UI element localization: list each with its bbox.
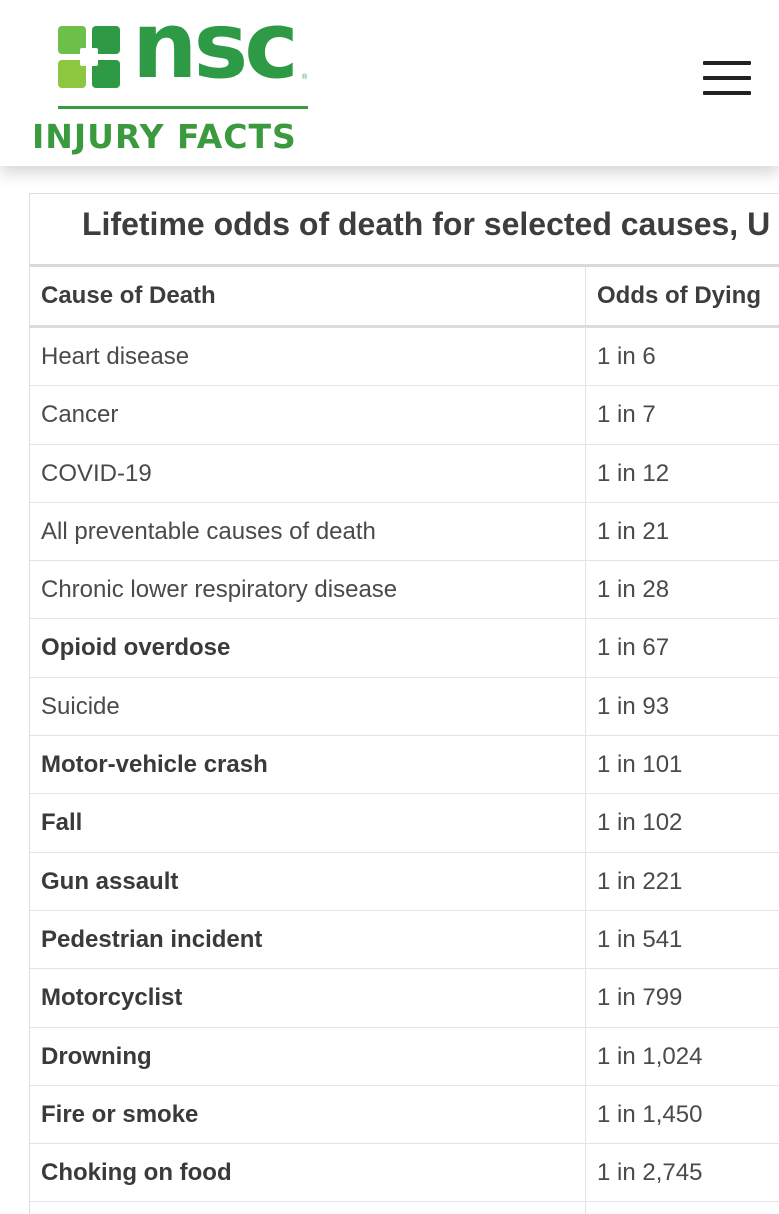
table-row: Fire or smoke 1 in 1,450 [30,1086,779,1145]
odds-cell: 1 in 7 [597,401,656,429]
odds-cell: 1 in 1,024 [597,1042,703,1070]
table-row: Fall 1 in 102 [30,794,779,853]
table-row: Cancer 1 in 7 [30,386,779,445]
odds-cell: 1 in 799 [597,984,683,1012]
odds-cell: 1 in 221 [597,867,683,895]
table-header-row: Cause of Death Odds of Dying [30,267,779,328]
odds-cell: 1 in 21 [597,517,670,545]
odds-cell: 1 in 1,450 [597,1100,703,1128]
table-row: Choking on food 1 in 2,745 [30,1144,779,1203]
cause-cell: Motor-vehicle crash [41,751,268,779]
table-row: Gun assault 1 in 221 [30,853,779,911]
cause-cell: Pedestrian incident [41,925,263,953]
column-header-odds: Odds of Dying [597,282,761,309]
cause-cell: Fire or smoke [41,1100,199,1128]
cause-cell: Fall [41,809,83,837]
odds-cell: 1 in 102 [597,809,683,837]
cause-cell: All preventable causes of death [41,517,376,545]
odds-cell: 1 in 67 [597,634,670,662]
cause-cell: Gun assault [41,867,179,895]
cause-cell: Suicide [41,692,120,720]
cause-cell: COVID-19 [41,459,152,487]
logo-wordmark: nsc [132,0,299,99]
cause-cell: Opioid overdose [41,634,231,662]
odds-table: Lifetime odds of death for selected caus… [29,193,779,1214]
table-row: Motor-vehicle crash 1 in 101 [30,736,779,795]
odds-cell: 1 in 12 [597,459,670,487]
cause-cell: Heart disease [41,343,190,370]
table-row: Pedestrian incident 1 in 541 [30,911,779,970]
odds-cell: 1 in 541 [597,925,683,953]
hamburger-icon[interactable] [703,61,751,97]
table-row: Heart disease 1 in 6 [30,328,779,387]
odds-cell: 1 in 28 [597,576,670,604]
table-row: Motorcyclist 1 in 799 [30,969,779,1028]
cause-cell: Chronic lower respiratory disease [41,576,398,604]
table-row: COVID-19 1 in 12 [30,445,779,503]
odds-cell: 1 in 101 [597,751,683,779]
odds-cell: 1 in 93 [597,692,670,720]
logo-divider [58,106,308,109]
cause-cell: Drowning [41,1042,152,1070]
table-title: Lifetime odds of death for selected caus… [82,206,771,242]
odds-cell: 1 in 2,745 [597,1159,703,1187]
table-body: Heart disease 1 in 6 Cancer 1 in 7 COVID-1… [30,328,779,1203]
table-row: Opioid overdose 1 in 67 [30,619,779,678]
table-row: Chronic lower respiratory disease 1 in 28 [30,561,779,620]
column-header-cause: Cause of Death [41,282,216,309]
cause-cell: Cancer [41,401,119,429]
logo-tagline: INJURY FACTS [32,117,297,156]
nsc-cross-icon [58,26,122,90]
title-divider [30,264,779,267]
site-header: nsc ® INJURY FACTS [0,0,779,166]
table-row: Suicide 1 in 93 [30,678,779,737]
table-row: Drowning 1 in 1,024 [30,1028,779,1086]
cause-cell: Motorcyclist [41,984,183,1012]
cause-cell: Choking on food [41,1159,232,1187]
odds-cell: 1 in 6 [597,343,656,370]
registered-mark: ® [302,74,308,81]
table-row: All preventable causes of death 1 in 21 [30,503,779,562]
column-divider [585,267,586,1214]
nsc-injury-facts-logo[interactable]: nsc ® INJURY FACTS [32,0,342,158]
